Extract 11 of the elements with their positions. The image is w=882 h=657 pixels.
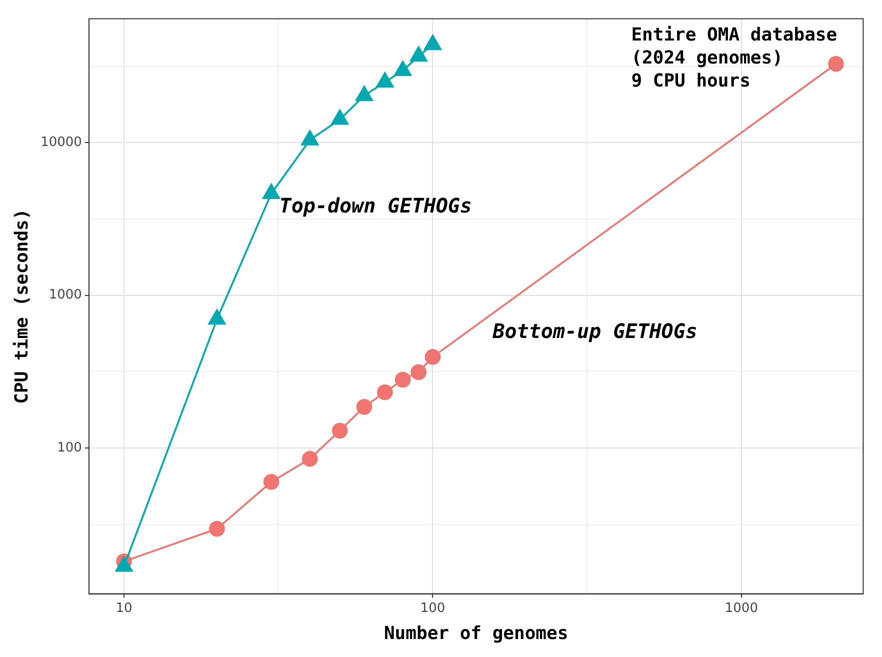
series-label: Top-down GETHOGs xyxy=(279,194,472,218)
x-tick-label: 1000 xyxy=(724,600,758,616)
y-tick-label: 1000 xyxy=(48,288,82,303)
series-label: Bottom-up GETHOGs xyxy=(492,319,698,344)
x-tick-label: 100 xyxy=(420,600,446,616)
y-axis-title: CPU time (seconds) xyxy=(11,208,32,404)
y-tick-label: 10000 xyxy=(40,135,82,150)
y-tick-label: 100 xyxy=(57,440,82,456)
x-tick-label: 10 xyxy=(116,600,132,616)
annotation: Entire OMA database (2024 genomes) 9 CPU hours xyxy=(631,24,838,92)
x-axis-title: Number of genomes xyxy=(384,622,568,644)
